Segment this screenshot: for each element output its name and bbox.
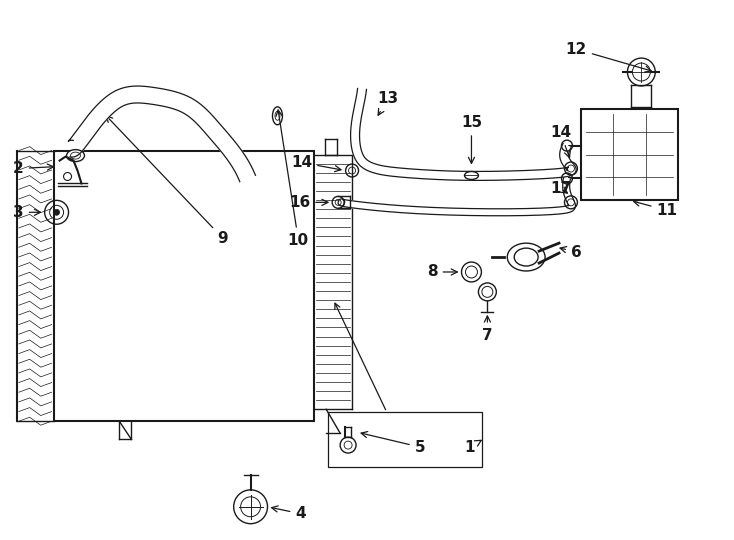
- Polygon shape: [338, 178, 575, 216]
- Text: 9: 9: [106, 116, 228, 246]
- Bar: [54, 151, 314, 421]
- Bar: [581, 109, 678, 200]
- Text: 6: 6: [560, 245, 582, 260]
- Text: 2: 2: [13, 161, 54, 176]
- Text: 14: 14: [550, 125, 571, 158]
- Text: 8: 8: [427, 265, 457, 280]
- Circle shape: [54, 210, 59, 215]
- Text: 3: 3: [13, 205, 40, 220]
- Text: 17: 17: [550, 181, 571, 196]
- Text: 7: 7: [482, 316, 493, 343]
- Text: 5: 5: [361, 431, 426, 455]
- Polygon shape: [351, 89, 576, 180]
- Text: 1: 1: [465, 440, 482, 455]
- Polygon shape: [68, 86, 255, 181]
- Text: 11: 11: [633, 200, 677, 218]
- Text: 16: 16: [289, 195, 328, 210]
- Text: 13: 13: [377, 91, 399, 115]
- Text: 14: 14: [291, 155, 341, 172]
- Bar: [328, 412, 482, 467]
- Text: 12: 12: [566, 42, 651, 72]
- Text: 15: 15: [461, 115, 482, 164]
- Text: 10: 10: [276, 110, 309, 248]
- Text: 4: 4: [272, 506, 306, 521]
